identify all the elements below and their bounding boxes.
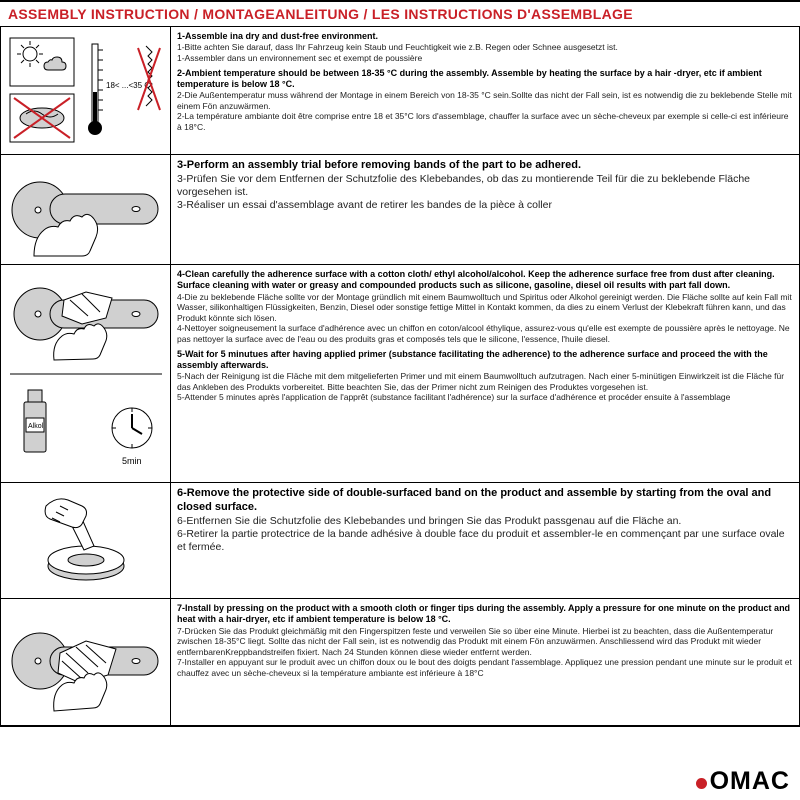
instruction-line: 7-Drücken Sie das Produkt gleichmäßig mi… [177,626,793,658]
row-5-text: 7-Install by pressing on the product wit… [171,599,799,725]
peel-tape-icon [6,488,166,594]
instruction-line: 3-Prüfen Sie vor dem Entfernen der Schut… [177,173,793,199]
clean-primer-icon: Alkol 5min [6,270,166,478]
logo-dot-icon [696,778,707,789]
page-title: ASSEMBLY INSTRUCTION / MONTAGEANLEITUNG … [8,6,792,22]
row-4: 6-Remove the protective side of double-s… [0,483,800,599]
press-install-icon [6,603,166,721]
instruction-line: 6-Retirer la partie protectrice de la ba… [177,528,793,554]
primer-time-label: 5min [122,456,142,466]
instruction-line: 6-Entfernen Sie die Schutzfolie des Kleb… [177,515,793,528]
row-3: Alkol 5min 4-Clean carefully the adheren… [0,265,800,483]
instruction-line: 5-Wait for 5 minutues after having appli… [177,349,793,372]
instruction-line: 4-Clean carefully the adherence surface … [177,269,793,292]
primer-bottle-label: Alkol [28,423,44,430]
instruction-line: 1-Bitte achten Sie darauf, dass Ihr Fahr… [177,42,793,53]
instruction-line: 3-Réaliser un essai d'assemblage avant d… [177,199,793,212]
row-5: 7-Install by pressing on the product wit… [0,599,800,727]
instruction-line: 5-Nach der Reinigung ist die Fläche mit … [177,371,793,392]
row-5-image [1,599,171,725]
instruction-rows: 18< ...<35 C 1-Assemble ina dry and dust… [0,27,800,763]
environment-icon: 18< ...<35 C [6,32,166,150]
logo-text: OMAC [710,767,790,796]
row-1-image: 18< ...<35 C [1,27,171,154]
instruction-line: 7-Installer en appuyant sur le produit a… [177,657,793,678]
trial-icon [6,160,166,260]
instruction-line: 2-La température ambiante doit être comp… [177,111,793,132]
row-2-image [1,155,171,264]
row-2-text: 3-Perform an assembly trial before remov… [171,155,799,264]
instruction-line: 1-Assembler dans un environnement sec et… [177,53,793,64]
footer: OMAC [0,763,800,800]
instruction-line: 3-Perform an assembly trial before remov… [177,159,793,173]
header: ASSEMBLY INSTRUCTION / MONTAGEANLEITUNG … [0,0,800,27]
row-2: 3-Perform an assembly trial before remov… [0,155,800,265]
instruction-line: 5-Attender 5 minutes après l'application… [177,392,793,403]
instruction-line: 1-Assemble ina dry and dust-free environ… [177,31,793,42]
temp-label: 18< ...<35 C [106,81,150,90]
instruction-line: 6-Remove the protective side of double-s… [177,487,793,515]
instruction-line: 4-Nettoyer soigneusement la surface d'ad… [177,323,793,344]
logo: OMAC [696,767,790,796]
row-4-text: 6-Remove the protective side of double-s… [171,483,799,598]
row-3-image: Alkol 5min [1,265,171,482]
row-3-text: 4-Clean carefully the adherence surface … [171,265,799,482]
row-1-text: 1-Assemble ina dry and dust-free environ… [171,27,799,154]
instruction-line: 4-Die zu beklebende Fläche sollte vor de… [177,292,793,324]
instruction-line: 2-Ambient temperature should be between … [177,68,793,91]
row-1: 18< ...<35 C 1-Assemble ina dry and dust… [0,27,800,155]
instruction-line: 2-Die Außentemperatur muss während der M… [177,90,793,111]
instruction-line: 7-Install by pressing on the product wit… [177,603,793,626]
row-4-image [1,483,171,598]
